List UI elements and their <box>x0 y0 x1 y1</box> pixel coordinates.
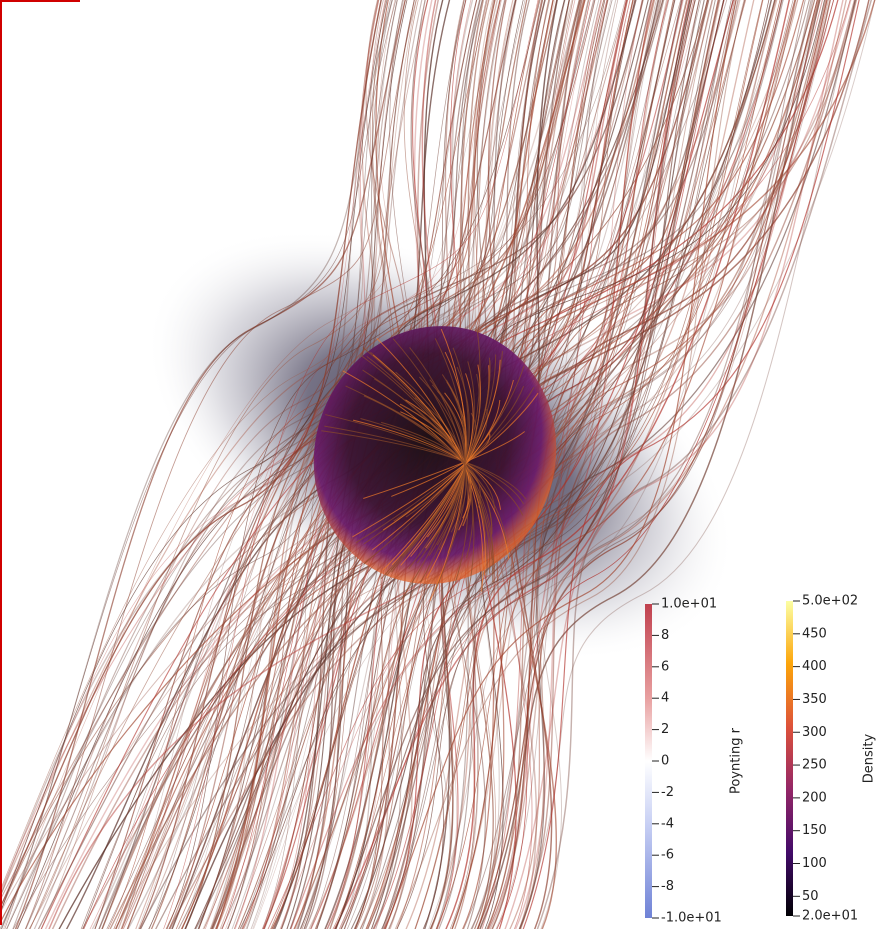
tick-label: -8 <box>661 879 674 894</box>
legend-title: Density <box>862 733 877 783</box>
frame-edge <box>0 0 80 2</box>
tick-label: 250 <box>802 758 827 773</box>
tick-label: 350 <box>802 692 827 707</box>
tick-label: 8 <box>661 628 669 643</box>
tick-label: 4 <box>661 691 669 706</box>
tick-label: -1.0e+01 <box>661 911 722 926</box>
tick-label: 50 <box>802 889 819 904</box>
tick-label: 300 <box>802 725 827 740</box>
color-bar <box>786 601 793 916</box>
tick-label: 6 <box>661 659 669 674</box>
tick-label: 1.0e+01 <box>661 597 717 612</box>
tick-label: 450 <box>802 626 827 641</box>
legends: 1.0e+01 8 6 4 2 0 -2 -4 -6 -8 -1.0e+01 Poynting r 5.… <box>645 594 877 926</box>
tick-label: -4 <box>661 816 674 831</box>
scene: 1.0e+01 8 6 4 2 0 -2 -4 -6 -8 -1.0e+01 Poynting r 5.… <box>0 0 884 929</box>
frame-edge <box>0 0 2 925</box>
tick-label: 150 <box>802 823 827 838</box>
tick-label: 2 <box>661 722 669 737</box>
tick-label: -2 <box>661 785 674 800</box>
tick-label: 400 <box>802 659 827 674</box>
tick-label: 100 <box>802 856 827 871</box>
tick-label: 0 <box>661 754 669 769</box>
tick-label: 200 <box>802 790 827 805</box>
render-view: 1.0e+01 8 6 4 2 0 -2 -4 -6 -8 -1.0e+01 Poynting r 5.… <box>0 0 884 929</box>
tick-label: 2.0e+01 <box>802 909 858 924</box>
legend-title: Poynting r <box>729 727 744 794</box>
color-bar <box>645 604 652 918</box>
tick-label: -6 <box>661 848 674 863</box>
tick-label: 5.0e+02 <box>802 594 858 609</box>
